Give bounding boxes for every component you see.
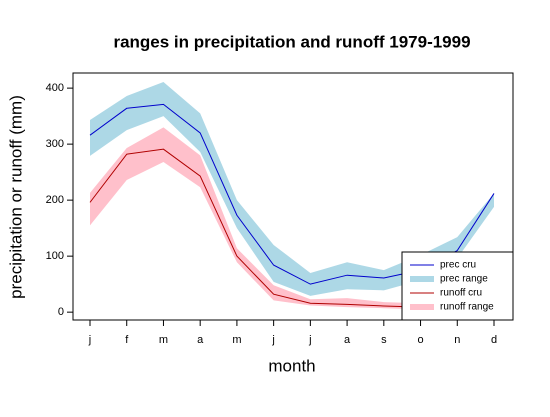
plot-frame [72,72,514,321]
legend: prec cru prec range runoff cru runoff range [401,251,514,321]
x-tick-label: n [454,334,460,346]
x-tick-label: a [344,334,351,346]
x-tick-label: a [197,334,204,346]
x-tick-label: m [232,334,241,346]
y-tick-label: 0 [58,306,64,318]
y-axis-label: precipitation or runoff (mm) [6,95,25,299]
legend-label: runoff cru [440,288,482,299]
x-tick-label: j [88,334,91,346]
legend-label: runoff range [440,302,494,313]
x-tick-label: d [491,334,497,346]
x-axis-label: month [268,356,315,375]
legend-label: prec cru [440,260,476,271]
x-tick-label: j [271,334,274,346]
x-tick-label: m [159,334,168,346]
chart-title: ranges in precipitation and runoff 1979-… [113,32,470,51]
y-tick-label: 100 [46,250,64,262]
y-tick-label: 400 [46,82,64,94]
range-band [90,81,494,296]
x-tick-label: s [381,334,387,346]
y-tick-label: 300 [46,138,64,150]
range-band [90,127,494,310]
legend-label: prec range [440,274,488,285]
x-tick-label: f [125,334,129,346]
x-tick-label: j [308,334,311,346]
x-tick-label: o [417,334,423,346]
y-tick-label: 200 [46,194,64,206]
